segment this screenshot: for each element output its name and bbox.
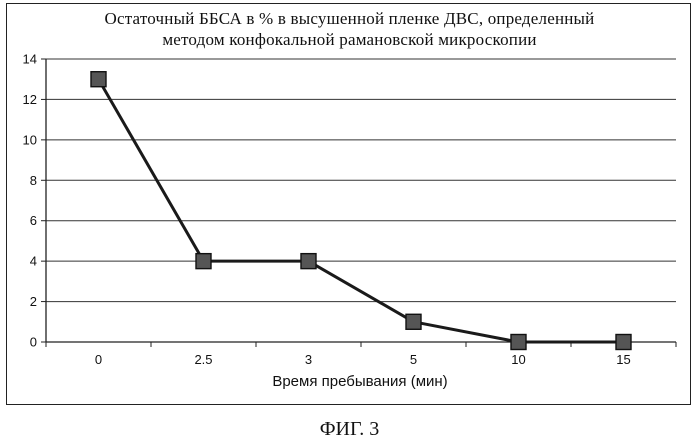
- data-point-marker: [616, 335, 631, 350]
- series-line: [99, 79, 624, 342]
- y-tick-label: 4: [30, 254, 37, 269]
- data-point-marker: [301, 254, 316, 269]
- series-group: [91, 72, 631, 350]
- y-axis-ticks: 0 2 4 6 8 10 12 14: [23, 52, 46, 350]
- x-tick-label: 2.5: [194, 352, 212, 367]
- x-tick-label: 3: [305, 352, 312, 367]
- y-tick-label: 2: [30, 294, 37, 309]
- y-tick-label: 10: [23, 132, 37, 147]
- x-tick-label: 15: [616, 352, 630, 367]
- x-axis-label: Время пребывания (мин): [272, 373, 447, 390]
- x-axis-ticks: 0 2.5 3 5 10 15: [46, 342, 676, 367]
- y-tick-label: 12: [23, 92, 37, 107]
- y-tick-label: 14: [23, 52, 37, 67]
- y-tick-label: 8: [30, 173, 37, 188]
- x-tick-label: 5: [410, 352, 417, 367]
- axes: [46, 59, 676, 342]
- figure-caption: ФИГ. 3: [0, 418, 699, 441]
- x-tick-label: 10: [511, 352, 525, 367]
- data-point-marker: [406, 314, 421, 329]
- y-tick-label: 6: [30, 213, 37, 228]
- x-tick-label: 0: [95, 352, 102, 367]
- grid-lines: [46, 59, 676, 302]
- data-point-marker: [196, 254, 211, 269]
- data-point-marker: [91, 72, 106, 87]
- y-tick-label: 0: [30, 335, 37, 350]
- data-point-marker: [511, 335, 526, 350]
